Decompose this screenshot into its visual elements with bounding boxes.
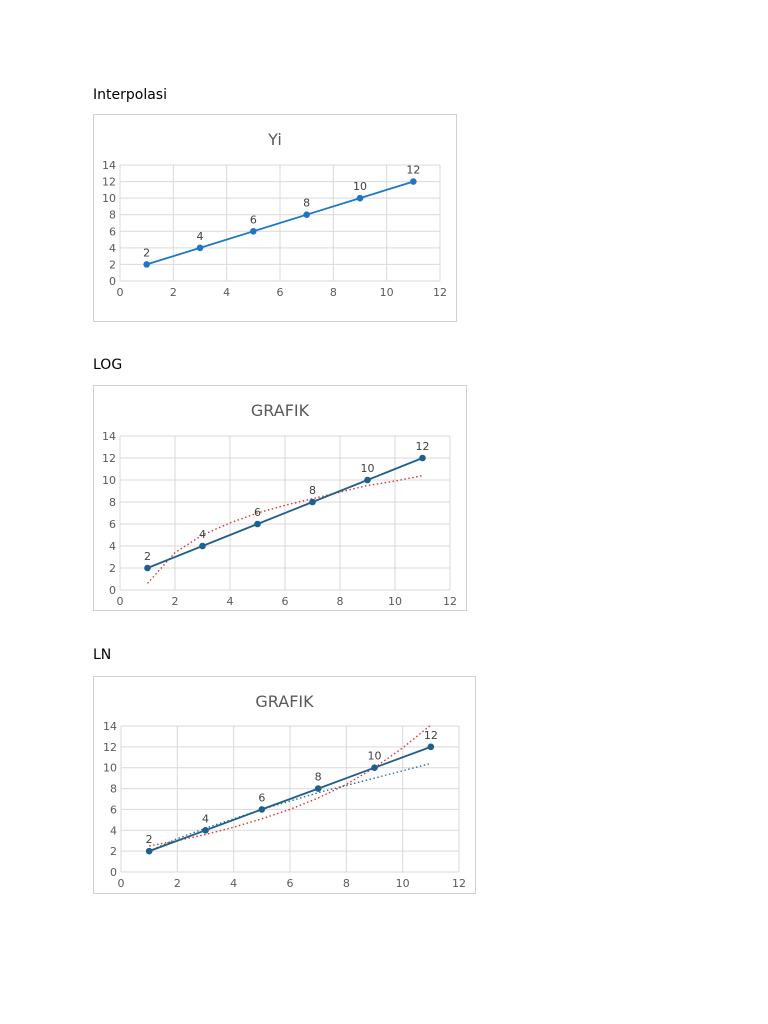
y-tick-label: 6 xyxy=(109,518,116,531)
x-tick-label: 12 xyxy=(443,595,457,608)
y-tick-label: 10 xyxy=(102,192,116,205)
x-tick-label: 6 xyxy=(277,286,284,299)
data-point xyxy=(309,498,316,506)
x-tick-label: 12 xyxy=(452,877,466,890)
x-tick-label: 8 xyxy=(343,877,350,890)
y-tick-label: 4 xyxy=(109,242,116,255)
series-line xyxy=(146,180,414,266)
x-tick-label: 4 xyxy=(223,286,230,299)
chart-title: Yi xyxy=(267,130,282,149)
chart-ln-svg: GRAFIK 0 2 4 6 8 10 12 14 0 2 4 6 8 10 12 2 4 6 8 10 12 xyxy=(103,692,466,890)
y-tick-label: 2 xyxy=(109,258,116,271)
x-tick-label: 0 xyxy=(118,877,125,890)
section-label-interpolasi: Interpolasi xyxy=(93,87,167,103)
x-tick-label: 0 xyxy=(117,286,124,299)
data-label: 2 xyxy=(146,833,153,846)
chart-log-svg: GRAFIK 0 2 4 6 8 10 12 14 0 2 4 6 8 10 12 2 4 6 8 10 12 xyxy=(102,401,457,608)
data-point xyxy=(145,847,153,855)
data-point xyxy=(419,454,426,462)
x-tick-label: 10 xyxy=(388,595,402,608)
data-label: 6 xyxy=(258,791,265,804)
data-point xyxy=(258,806,266,813)
section-label-ln: LN xyxy=(93,647,112,663)
chart-title: GRAFIK xyxy=(255,692,314,711)
y-tick-label: 10 xyxy=(102,474,116,487)
data-point xyxy=(202,826,209,834)
y-tick-label: 12 xyxy=(103,741,117,754)
section-label-log: LOG xyxy=(93,357,123,373)
x-tick-label: 2 xyxy=(172,595,179,608)
y-tick-label: 12 xyxy=(102,176,116,189)
chart-ln: GRAFIK 0 2 4 6 8 10 12 14 0 2 4 6 8 10 12 2 4 6 8 10 12 xyxy=(93,676,476,894)
x-tick-label: 6 xyxy=(282,595,289,608)
x-tick-label: 6 xyxy=(287,877,294,890)
x-tick-label: 8 xyxy=(337,595,344,608)
y-tick-label: 14 xyxy=(102,159,116,172)
chart-log: GRAFIK 0 2 4 6 8 10 12 14 0 2 4 6 8 10 12 2 4 6 8 10 12 xyxy=(93,385,467,611)
y-tick-label: 8 xyxy=(109,496,116,509)
data-point xyxy=(250,227,257,235)
data-point xyxy=(314,785,322,792)
x-tick-label: 0 xyxy=(117,595,124,608)
data-label: 12 xyxy=(406,164,420,177)
data-point xyxy=(410,178,417,185)
x-tick-label: 4 xyxy=(230,877,237,890)
x-tick-label: 10 xyxy=(396,877,410,890)
data-label: 12 xyxy=(424,729,438,742)
data-point xyxy=(196,244,204,252)
x-tick-label: 2 xyxy=(170,286,177,299)
y-tick-label: 2 xyxy=(110,845,117,858)
data-label: 2 xyxy=(143,246,150,259)
data-point xyxy=(356,194,364,202)
data-point xyxy=(199,542,206,550)
chart-yi: Yi 0 2 4 6 8 10 12 14 0 2 4 6 8 10 12 2 4 6 8 10 12 xyxy=(93,114,457,322)
series-line xyxy=(148,746,432,852)
y-tick-label: 0 xyxy=(109,275,116,288)
data-point xyxy=(364,476,371,484)
y-tick-label: 12 xyxy=(102,452,116,465)
data-label: 8 xyxy=(309,484,316,497)
data-point xyxy=(427,743,435,751)
y-tick-label: 2 xyxy=(109,562,116,575)
y-tick-label: 14 xyxy=(102,430,116,443)
data-label: 10 xyxy=(353,180,367,193)
y-tick-label: 0 xyxy=(109,584,116,597)
y-tick-label: 8 xyxy=(110,783,117,796)
data-label: 8 xyxy=(303,197,310,210)
x-tick-label: 10 xyxy=(380,286,394,299)
x-tick-label: 12 xyxy=(433,286,447,299)
data-point xyxy=(143,261,150,268)
chart-yi-svg: Yi 0 2 4 6 8 10 12 14 0 2 4 6 8 10 12 2 4 6 8 10 12 xyxy=(102,130,447,299)
y-tick-label: 4 xyxy=(110,824,117,837)
y-tick-label: 6 xyxy=(110,803,117,816)
y-tick-label: 14 xyxy=(103,720,117,733)
y-tick-label: 4 xyxy=(109,540,116,553)
data-label: 10 xyxy=(361,462,375,475)
x-tick-label: 4 xyxy=(227,595,234,608)
y-tick-label: 0 xyxy=(110,866,117,879)
data-label: 6 xyxy=(254,506,261,519)
chart-title: GRAFIK xyxy=(251,401,310,420)
data-point xyxy=(303,211,310,219)
data-point xyxy=(371,764,378,772)
x-tick-label: 8 xyxy=(330,286,337,299)
data-label: 12 xyxy=(416,440,430,453)
x-tick-label: 2 xyxy=(174,877,181,890)
data-label: 2 xyxy=(144,550,151,563)
data-label: 8 xyxy=(315,771,322,784)
data-label: 4 xyxy=(202,812,209,825)
data-label: 6 xyxy=(250,213,257,226)
y-tick-label: 10 xyxy=(103,762,117,775)
series-line xyxy=(147,457,423,569)
data-point xyxy=(254,520,261,528)
data-label: 10 xyxy=(368,750,382,763)
y-tick-label: 8 xyxy=(109,209,116,222)
y-tick-label: 6 xyxy=(109,225,116,238)
data-point xyxy=(144,564,151,572)
data-label: 4 xyxy=(199,528,206,541)
data-label: 4 xyxy=(197,230,204,243)
